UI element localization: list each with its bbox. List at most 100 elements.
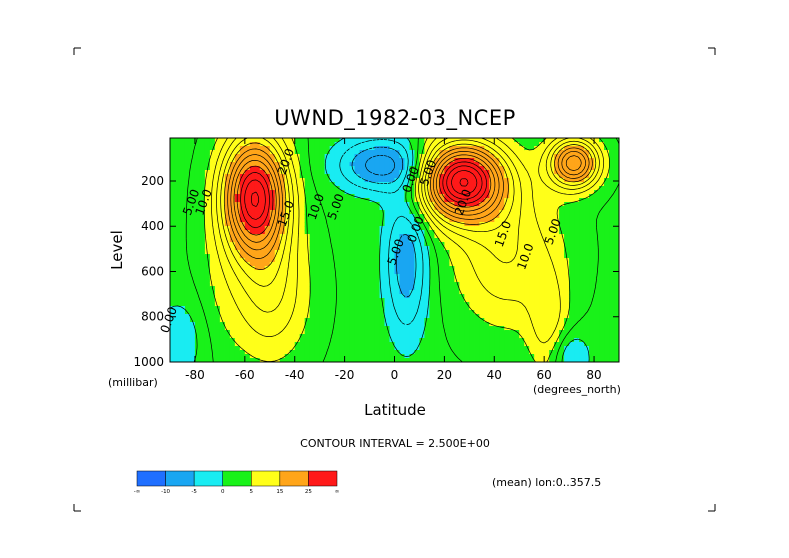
field-cell	[579, 230, 585, 235]
field-cell	[469, 218, 475, 223]
field-cell	[549, 310, 555, 315]
field-cell	[319, 202, 326, 207]
field-cell	[609, 274, 615, 279]
field-cell	[199, 310, 206, 315]
field-cell	[429, 346, 436, 351]
field-cell	[414, 306, 421, 311]
field-cell	[519, 150, 525, 155]
field-cell	[559, 174, 565, 179]
field-cell	[469, 278, 475, 283]
field-cell	[509, 326, 515, 331]
field-cell	[499, 262, 505, 267]
field-cell	[339, 190, 346, 195]
field-cell	[429, 290, 436, 295]
field-cell	[554, 262, 560, 267]
field-cell	[194, 158, 201, 163]
field-cell	[414, 166, 421, 171]
field-cell	[604, 202, 610, 207]
field-cell	[564, 150, 570, 155]
field-cell	[184, 194, 191, 199]
field-cell	[269, 278, 276, 283]
field-cell	[444, 190, 450, 195]
field-cell	[389, 254, 396, 259]
field-cell	[224, 306, 231, 311]
field-cell	[474, 238, 480, 243]
field-cell	[170, 158, 176, 163]
field-cell	[344, 210, 351, 215]
field-cell	[269, 318, 276, 323]
field-cell	[314, 154, 321, 159]
field-cell	[439, 210, 445, 215]
field-cell	[454, 326, 460, 331]
field-cell	[409, 146, 416, 151]
field-cell	[259, 294, 266, 299]
field-cell	[349, 218, 356, 223]
field-cell	[309, 314, 316, 319]
field-cell	[549, 162, 555, 167]
field-cell	[179, 262, 186, 267]
field-cell	[579, 162, 585, 167]
field-cell	[424, 354, 431, 359]
field-cell	[474, 270, 480, 275]
field-cell	[589, 138, 595, 143]
field-cell	[604, 178, 610, 183]
field-cell	[564, 198, 570, 203]
field-cell	[519, 138, 525, 143]
field-cell	[189, 206, 196, 211]
field-cell	[284, 294, 291, 299]
field-cell	[474, 142, 480, 147]
field-cell	[379, 170, 386, 175]
field-cell	[514, 338, 520, 343]
field-cell	[334, 174, 341, 179]
field-cell	[349, 266, 356, 271]
field-cell	[384, 138, 391, 143]
field-cell	[269, 330, 276, 335]
field-cell	[469, 322, 475, 327]
field-cell	[294, 330, 301, 335]
field-cell	[364, 274, 371, 279]
field-cell	[369, 270, 376, 275]
field-cell	[564, 314, 570, 319]
field-cell	[579, 210, 585, 215]
field-cell	[534, 358, 540, 362]
field-cell	[384, 150, 391, 155]
field-cell	[534, 298, 540, 303]
field-cell	[514, 262, 520, 267]
field-cell	[564, 190, 570, 195]
field-cell	[329, 238, 336, 243]
field-cell	[299, 226, 306, 231]
field-cell	[454, 338, 460, 343]
field-cell	[574, 294, 580, 299]
field-cell	[519, 166, 525, 171]
field-cell	[314, 342, 321, 347]
field-cell	[379, 322, 386, 327]
field-cell	[174, 158, 181, 163]
field-cell	[184, 318, 191, 323]
field-cell	[234, 254, 241, 259]
field-cell	[544, 182, 550, 187]
field-cell	[184, 166, 191, 171]
field-cell	[264, 346, 271, 351]
field-cell	[244, 314, 251, 319]
field-cell	[329, 338, 336, 343]
field-cell	[170, 254, 176, 259]
field-cell	[339, 142, 346, 147]
field-cell	[399, 206, 406, 211]
field-cell	[174, 330, 181, 335]
field-cell	[564, 186, 570, 191]
field-cell	[499, 282, 505, 287]
field-cell	[204, 334, 211, 339]
field-cell	[244, 158, 251, 163]
field-cell	[304, 274, 311, 279]
field-cell	[334, 230, 341, 235]
field-cell	[344, 242, 351, 247]
field-cell	[529, 330, 535, 335]
field-cell	[399, 226, 406, 231]
field-cell	[314, 302, 321, 307]
field-cell	[339, 186, 346, 191]
field-cell	[519, 206, 525, 211]
field-cell	[569, 334, 575, 339]
field-cell	[274, 198, 281, 203]
field-cell	[199, 250, 206, 255]
field-cell	[289, 194, 296, 199]
